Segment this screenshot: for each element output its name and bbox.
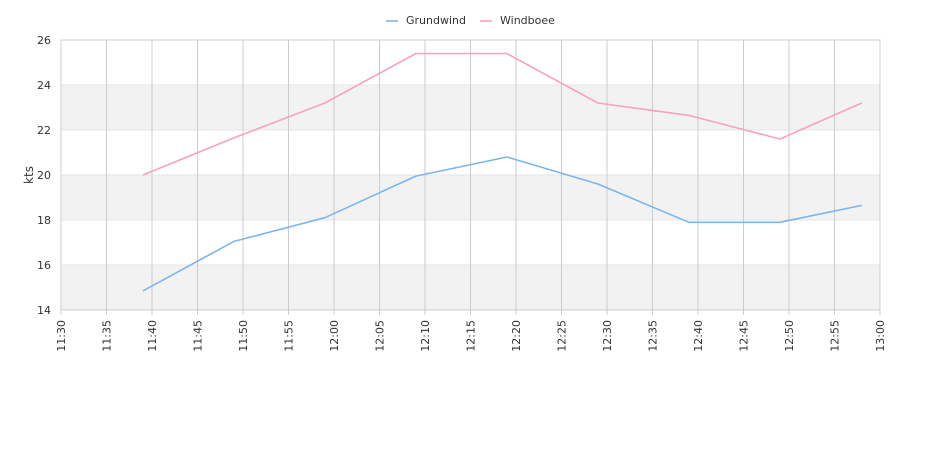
series-line-windboee — [142, 52, 863, 176]
x-tick-label: 11:30 — [55, 320, 68, 352]
x-tick-label: 11:45 — [192, 320, 205, 352]
x-tick-label: 11:35 — [101, 320, 114, 352]
y-tick-label: 20 — [37, 169, 51, 182]
x-axis-ticks: 11:30 11:35 11:40 11:45 11:50 11:55 12:00 12:05… — [55, 310, 887, 352]
x-tick-label: 11:55 — [283, 320, 296, 352]
y-axis-ticks: 14 16 18 20 22 24 26 — [37, 34, 51, 317]
y-tick-label: 14 — [37, 304, 51, 317]
x-tick-label: 12:50 — [783, 320, 796, 352]
x-tick-label: 12:55 — [829, 320, 842, 352]
legend-item-windboee[interactable]: Windboee — [480, 14, 555, 27]
x-tick-label: 11:50 — [237, 320, 250, 352]
y-tick-label: 24 — [37, 79, 51, 92]
series-line-grundwind — [142, 156, 862, 292]
x-tick-label: 12:30 — [601, 320, 614, 352]
legend[interactable]: Grundwind Windboee — [386, 14, 555, 27]
x-tick-label: 12:45 — [738, 320, 751, 352]
x-tick-label: 12:05 — [374, 320, 387, 352]
x-tick-label: 12:25 — [556, 320, 569, 352]
x-tick-label: 13:00 — [874, 320, 887, 352]
x-tick-label: 12:35 — [647, 320, 660, 352]
y-tick-label: 18 — [37, 214, 51, 227]
x-tick-label: 12:00 — [328, 320, 341, 352]
y-tick-label: 26 — [37, 34, 51, 47]
series-lines — [142, 52, 863, 292]
x-tick-label: 12:40 — [692, 320, 705, 352]
x-tick-label: 12:10 — [419, 320, 432, 352]
y-axis-title: kts — [22, 166, 36, 184]
y-tick-label: 16 — [37, 259, 51, 272]
legend-item-grundwind[interactable]: Grundwind — [386, 14, 466, 27]
legend-label: Windboee — [500, 14, 555, 27]
x-tick-label: 12:20 — [510, 320, 523, 352]
legend-label: Grundwind — [406, 14, 466, 27]
x-tick-label: 11:40 — [146, 320, 159, 352]
x-tick-label: 12:15 — [465, 320, 478, 352]
y-tick-label: 22 — [37, 124, 51, 137]
